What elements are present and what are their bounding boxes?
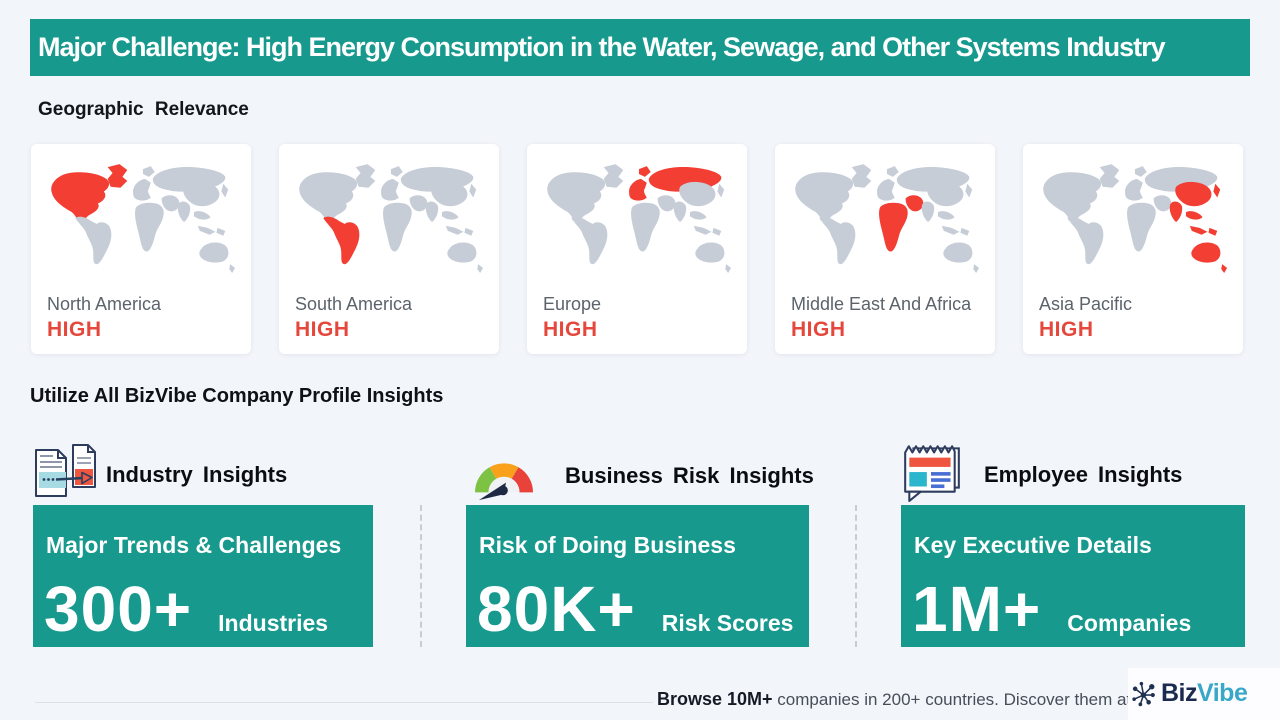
footer-countries-text: companies in 200+ countries. xyxy=(777,690,999,709)
stat-value: 300+ xyxy=(44,573,193,645)
region-name: Europe xyxy=(543,294,602,314)
region-relevance-level: HIGH xyxy=(791,318,846,341)
region-card-north-america: North America HIGH xyxy=(31,144,251,354)
dashed-divider xyxy=(420,505,422,647)
stat-label: Industries xyxy=(218,610,329,636)
world-map-asia-pacific-icon xyxy=(1043,164,1228,273)
world-map-north-america-icon xyxy=(51,164,236,273)
footer-browse-count: Browse 10M+ xyxy=(657,689,773,709)
industry-insights-stat-box: Major Trends & Challenges 300+ Industrie… xyxy=(33,505,373,647)
dashed-divider xyxy=(855,505,857,647)
page-title: Major Challenge: High Energy Consumption… xyxy=(38,32,1166,62)
region-name: Asia Pacific xyxy=(1039,294,1133,314)
footer-discover-text: Discover them at xyxy=(1003,690,1132,709)
geographic-relevance-heading: Geographic Relevance xyxy=(38,99,249,120)
footer-tagline: Browse 10M+ companies in 200+ countries.… xyxy=(657,689,1131,710)
documents-transfer-icon xyxy=(33,441,97,499)
region-name: Middle East And Africa xyxy=(791,294,972,314)
stat-box-heading: Risk of Doing Business xyxy=(479,532,736,558)
stat-box-heading: Key Executive Details xyxy=(914,532,1152,558)
business-risk-stat-box: Risk of Doing Business 80K+ Risk Scores xyxy=(466,505,809,647)
title-banner: Major Challenge: High Energy Consumption… xyxy=(30,19,1250,76)
region-relevance-level: HIGH xyxy=(295,318,350,341)
region-relevance-level: HIGH xyxy=(47,318,102,341)
bizvibe-logo-text: BizVibe xyxy=(1161,679,1248,707)
region-card-middle-east-africa: Middle East And Africa HIGH xyxy=(775,144,995,354)
risk-gauge-icon xyxy=(464,444,544,502)
insights-section-heading: Utilize All BizVibe Company Profile Insi… xyxy=(30,385,444,407)
region-relevance-level: HIGH xyxy=(1039,318,1094,341)
newspaper-icon xyxy=(899,438,965,502)
region-relevance-level: HIGH xyxy=(543,318,598,341)
footer-divider xyxy=(35,702,653,703)
region-card-asia-pacific: Asia Pacific HIGH xyxy=(1023,144,1243,354)
world-map-europe-icon xyxy=(547,164,732,273)
region-card-europe: Europe HIGH xyxy=(527,144,747,354)
insight-card-title: Industry Insights xyxy=(106,462,288,487)
stat-value: 1M+ xyxy=(912,573,1042,645)
bizvibe-logo: BizVibe xyxy=(1131,679,1248,708)
insight-card-title: Business Risk Insights xyxy=(565,463,814,488)
region-card-south-america: South America HIGH xyxy=(279,144,499,354)
stat-label: Companies xyxy=(1067,610,1192,636)
region-name: South America xyxy=(295,294,413,314)
region-name: North America xyxy=(47,294,162,314)
stat-box-heading: Major Trends & Challenges xyxy=(46,532,342,558)
stat-value: 80K+ xyxy=(477,573,636,645)
geographic-relevance-cards: North America HIGH South America HIGH Eu… xyxy=(31,144,1243,354)
world-map-south-america-icon xyxy=(299,164,484,273)
world-map-middle-east-africa-icon xyxy=(795,164,980,273)
bizvibe-molecule-icon xyxy=(1132,681,1155,706)
insight-card-title: Employee Insights xyxy=(984,462,1183,487)
stat-label: Risk Scores xyxy=(661,610,794,636)
employee-insights-stat-box: Key Executive Details 1M+ Companies xyxy=(901,505,1245,647)
